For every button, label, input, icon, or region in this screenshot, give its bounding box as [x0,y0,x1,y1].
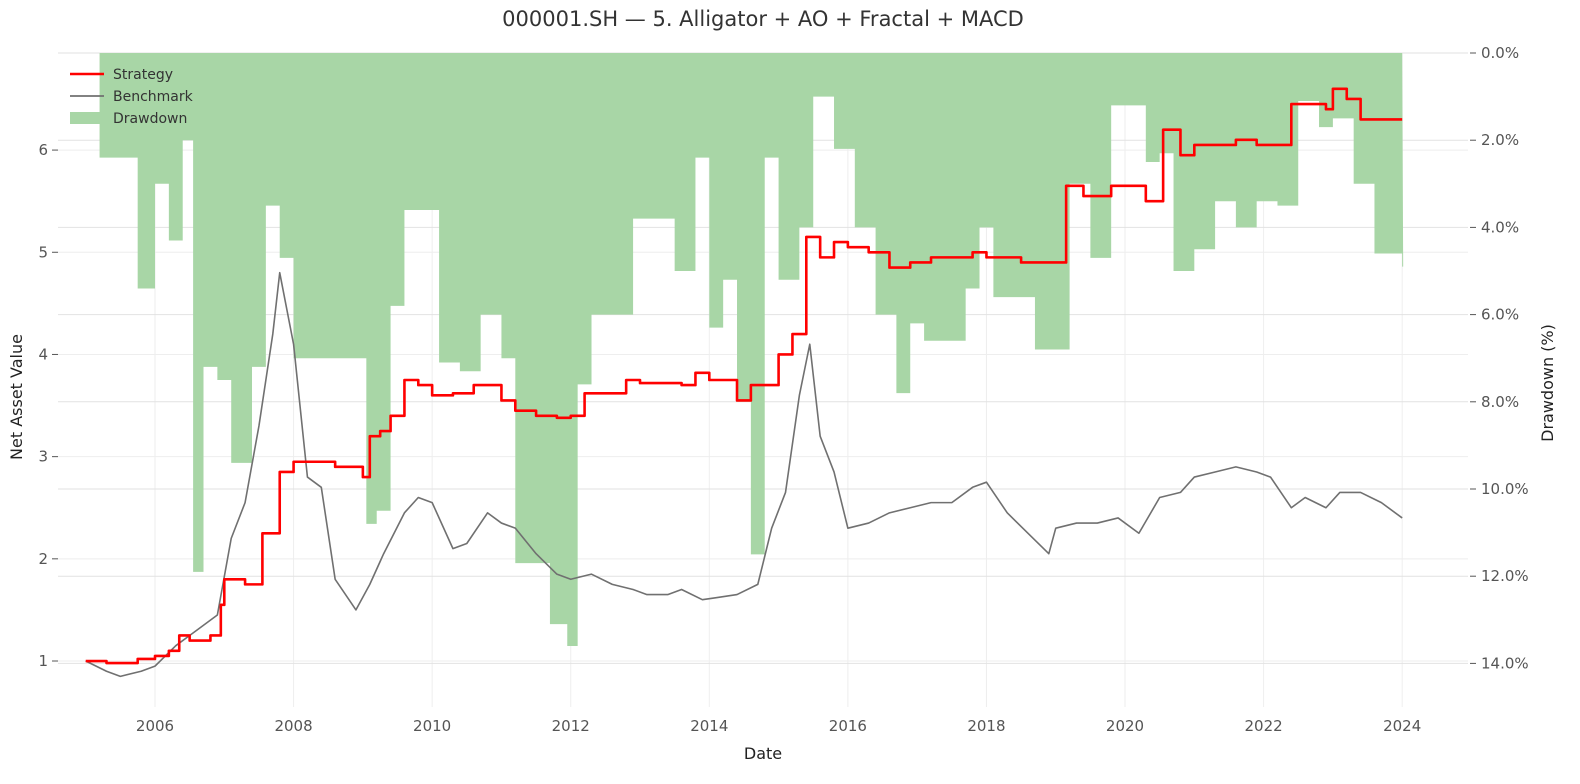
strategy-line [85,87,1403,665]
strategy-layer [85,87,1403,665]
benchmark-line [85,271,1403,678]
y-tick-label: 6 [38,141,48,159]
drawdown-area [85,53,1404,646]
x-tick-label: 2010 [413,717,451,735]
x-tick-label: 2022 [1245,717,1283,735]
y-tick-label: 3 [38,448,48,466]
y-tick-label: 2 [38,550,48,568]
legend: Strategy Benchmark Drawdown [70,67,194,127]
x-axis-ticks: 2006 2008 2010 2012 2014 2016 2018 2020 2022 2024 [136,717,1421,735]
x-tick-label: 2024 [1383,717,1421,735]
y2-tick-label: 2.0% [1481,131,1519,149]
legend-label-benchmark: Benchmark [113,89,194,105]
y-axis-ticks: 1 2 3 4 5 6 [38,141,58,670]
y2-tick-label: 14.0% [1481,654,1529,672]
y-tick-label: 1 [38,652,48,670]
chart-title: 000001.SH — 5. Alligator + AO + Fractal … [502,7,1024,31]
y2-tick-label: 0.0% [1481,44,1519,62]
legend-label-drawdown: Drawdown [113,111,187,127]
y2-tick-label: 8.0% [1481,393,1519,411]
legend-swatch-drawdown [70,112,104,124]
y2-tick-label: 12.0% [1481,567,1529,585]
legend-label-strategy: Strategy [113,67,173,83]
x-tick-label: 2014 [690,717,728,735]
x-axis-label: Date [744,744,782,763]
y2-tick-label: 6.0% [1481,306,1519,324]
benchmark-layer [85,271,1403,678]
y-tick-label: 5 [38,243,48,261]
y2-tick-label: 10.0% [1481,480,1529,498]
x-tick-label: 2012 [552,717,590,735]
y2-tick-label: 4.0% [1481,218,1519,236]
y-tick-label: 4 [38,345,48,363]
x-tick-label: 2016 [829,717,867,735]
x-tick-label: 2008 [274,717,312,735]
x-tick-label: 2020 [1106,717,1144,735]
x-tick-label: 2018 [967,717,1005,735]
y2-axis-label: Drawdown (%) [1538,324,1557,442]
y-axis-label: Net Asset Value [7,334,26,460]
x-tick-label: 2006 [136,717,174,735]
drawdown-layer [85,53,1404,646]
y2-axis-ticks: 0.0% 2.0% 4.0% 6.0% 8.0% 10.0% 12.0% 14.0% [1470,44,1529,672]
